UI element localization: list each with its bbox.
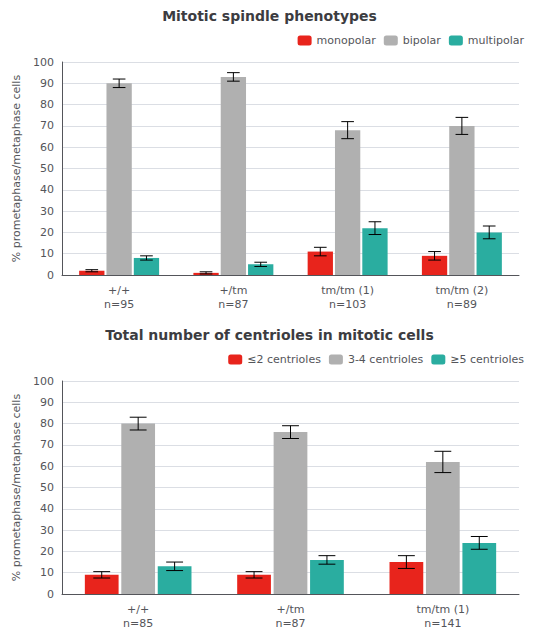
svg-text:n=95: n=95 xyxy=(104,298,134,311)
svg-text:70: 70 xyxy=(40,119,54,132)
svg-text:+/+: +/+ xyxy=(108,284,130,297)
svg-text:60: 60 xyxy=(40,460,54,473)
svg-text:n=87: n=87 xyxy=(218,298,248,311)
svg-text:+/tm: +/tm xyxy=(219,284,247,297)
svg-text:0: 0 xyxy=(47,269,54,282)
svg-text:bipolar: bipolar xyxy=(403,34,442,47)
svg-text:≤2 centrioles: ≤2 centrioles xyxy=(247,353,321,366)
svg-text:n=141: n=141 xyxy=(424,617,461,630)
svg-text:tm/tm (1): tm/tm (1) xyxy=(416,603,469,616)
svg-text:n=87: n=87 xyxy=(275,617,305,630)
svg-text:90: 90 xyxy=(40,77,54,90)
svg-text:60: 60 xyxy=(40,141,54,154)
svg-text:+/+: +/+ xyxy=(127,603,149,616)
svg-text:50: 50 xyxy=(40,481,54,494)
svg-text:n=89: n=89 xyxy=(447,298,477,311)
svg-text:80: 80 xyxy=(40,417,54,430)
svg-text:50: 50 xyxy=(40,162,54,175)
svg-text:100: 100 xyxy=(33,375,54,388)
svg-text:n=85: n=85 xyxy=(123,617,153,630)
svg-text:10: 10 xyxy=(40,566,54,579)
svg-text:30: 30 xyxy=(40,524,54,537)
svg-text:30: 30 xyxy=(40,205,54,218)
svg-text:n=103: n=103 xyxy=(329,298,366,311)
svg-text:40: 40 xyxy=(40,183,54,196)
svg-text:20: 20 xyxy=(40,545,54,558)
svg-text:100: 100 xyxy=(33,56,54,69)
svg-text:90: 90 xyxy=(40,396,54,409)
svg-text:multipolar: multipolar xyxy=(468,34,525,47)
svg-text:0: 0 xyxy=(47,588,54,601)
svg-text:≥5 centrioles: ≥5 centrioles xyxy=(450,353,524,366)
svg-text:% prometaphase/metaphase cells: % prometaphase/metaphase cells xyxy=(10,75,23,263)
svg-text:Total number of centrioles in: Total number of centrioles in mitotic ce… xyxy=(105,327,434,343)
svg-text:+/tm: +/tm xyxy=(277,603,305,616)
svg-text:10: 10 xyxy=(40,247,54,260)
svg-text:monopolar: monopolar xyxy=(317,34,377,47)
svg-text:70: 70 xyxy=(40,438,54,451)
svg-text:20: 20 xyxy=(40,226,54,239)
svg-text:3-4 centrioles: 3-4 centrioles xyxy=(348,353,424,366)
svg-text:Mitotic spindle phenotypes: Mitotic spindle phenotypes xyxy=(162,8,377,24)
svg-text:tm/tm (1): tm/tm (1) xyxy=(321,284,374,297)
svg-text:% prometaphase/metaphase cells: % prometaphase/metaphase cells xyxy=(10,394,23,582)
svg-text:tm/tm (2): tm/tm (2) xyxy=(435,284,488,297)
svg-text:80: 80 xyxy=(40,98,54,111)
svg-text:40: 40 xyxy=(40,502,54,515)
